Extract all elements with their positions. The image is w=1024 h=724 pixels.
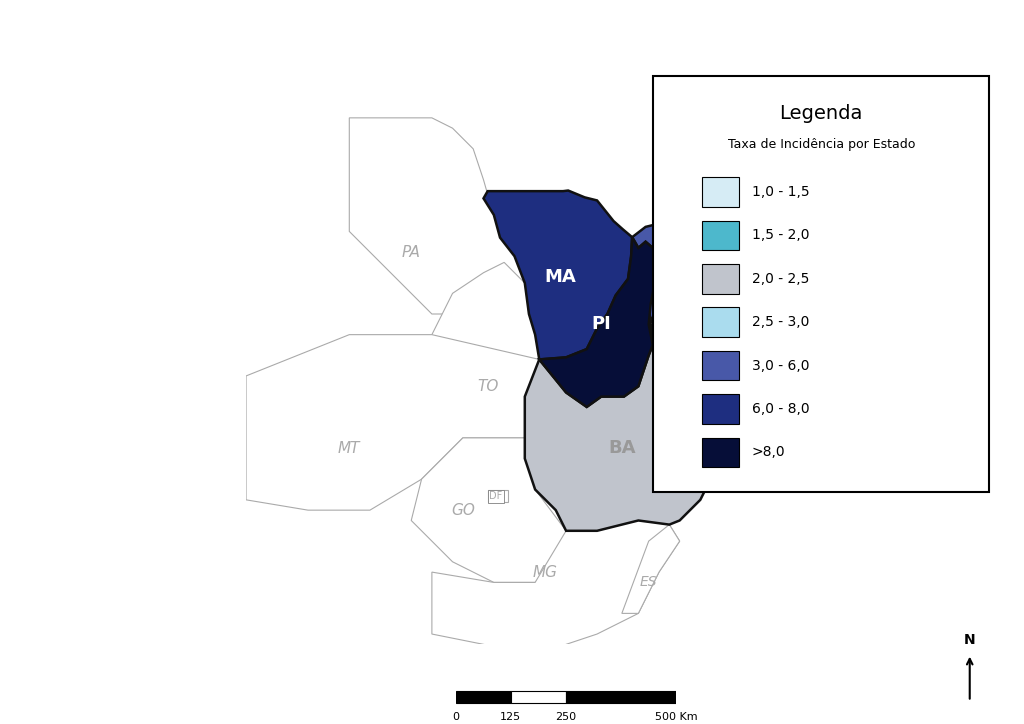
Text: 3,0 - 6,0: 3,0 - 6,0 [752,358,809,373]
Polygon shape [711,281,762,324]
Text: 250: 250 [555,712,577,723]
Text: MA: MA [544,268,575,286]
Text: BA: BA [608,439,636,458]
Text: DF: DF [489,492,503,501]
Polygon shape [715,345,762,376]
Polygon shape [709,225,762,303]
Text: PB: PB [724,310,742,323]
Text: Taxa de Incidência por Estado: Taxa de Incidência por Estado [728,138,914,151]
Text: CE: CE [659,264,683,282]
Text: 2,5 - 3,0: 2,5 - 3,0 [752,315,809,329]
Polygon shape [246,334,540,510]
Text: TO: TO [477,379,499,394]
Text: 6,0 - 8,0: 6,0 - 8,0 [752,402,809,416]
Text: ES: ES [640,576,657,589]
Polygon shape [412,438,587,582]
Text: PI: PI [591,316,611,333]
Text: 2,0 - 2,5: 2,0 - 2,5 [752,272,809,286]
Polygon shape [684,312,762,355]
Polygon shape [483,190,632,359]
Bar [511,691,565,702]
Text: >8,0: >8,0 [752,445,785,460]
Polygon shape [432,521,680,654]
Text: PE: PE [701,337,720,350]
Polygon shape [432,262,540,438]
Polygon shape [622,525,680,613]
Text: 1,0 - 1,5: 1,0 - 1,5 [752,185,809,199]
Text: 1,5 - 2,0: 1,5 - 2,0 [752,228,809,243]
Text: PA: PA [401,245,421,260]
Text: N: N [964,634,976,647]
Text: 125: 125 [500,712,521,723]
Bar [565,691,676,702]
Text: GO: GO [451,502,475,518]
Polygon shape [632,221,731,345]
Text: MG: MG [532,565,558,580]
Polygon shape [524,324,731,531]
Text: MT: MT [338,441,360,455]
Text: AL: AL [725,359,742,372]
Text: 0: 0 [453,712,459,723]
Polygon shape [684,331,731,399]
Polygon shape [349,118,529,314]
Bar [456,691,511,702]
Text: 500 Km: 500 Km [654,712,697,723]
Polygon shape [540,237,657,407]
Polygon shape [487,489,508,502]
Text: SE: SE [706,382,724,395]
Text: RN: RN [719,279,739,292]
Text: Legenda: Legenda [779,104,863,122]
